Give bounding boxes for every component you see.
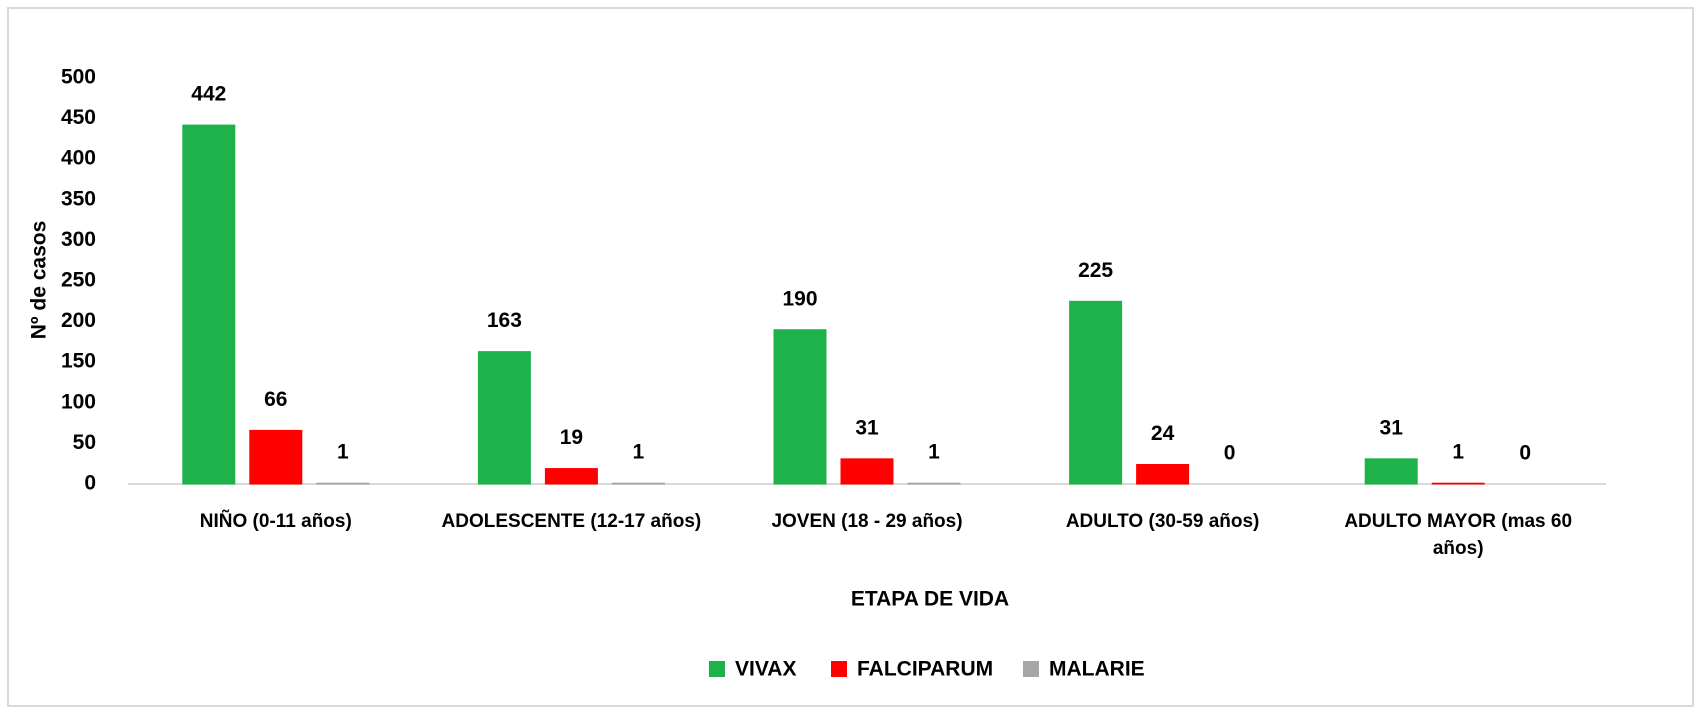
bar (544, 468, 598, 485)
data-label: 31 (855, 416, 879, 439)
legend-label: VIVAX (735, 658, 796, 681)
data-label: 66 (264, 388, 287, 411)
data-label: 442 (191, 83, 226, 106)
bar (182, 124, 236, 485)
y-tick-label: 100 (61, 390, 96, 413)
data-label: 1 (337, 441, 349, 464)
legend-label: FALCIPARUM (857, 658, 993, 681)
legend-swatch (831, 661, 847, 677)
y-tick-label: 400 (61, 147, 96, 170)
data-label: 1 (1452, 441, 1464, 464)
x-tick-label: ADOLESCENTE (12-17 años) (441, 511, 702, 532)
y-tick-label: 200 (61, 309, 96, 332)
data-label: 31 (1380, 416, 1404, 439)
legend-swatch (709, 661, 725, 677)
bar (611, 482, 665, 485)
data-label: 190 (782, 287, 817, 310)
x-tick-label: JOVEN (18 - 29 años) (771, 511, 963, 532)
data-label: 1 (928, 441, 940, 464)
bar (316, 482, 370, 485)
bar (1069, 300, 1123, 485)
y-tick-label: 150 (61, 350, 96, 373)
legend-label: MALARIE (1049, 658, 1145, 681)
bar (1364, 458, 1418, 485)
data-label: 163 (487, 309, 522, 332)
data-label: 225 (1078, 259, 1113, 282)
bar (907, 482, 961, 485)
data-label: 1 (633, 441, 645, 464)
bar (477, 351, 531, 485)
data-label: 0 (1519, 442, 1531, 465)
y-tick-label: 0 (84, 472, 96, 495)
data-label: 24 (1151, 422, 1175, 445)
x-tick-label: ADULTO (30-59 años) (1065, 511, 1260, 532)
y-tick-label: 350 (61, 187, 96, 210)
x-tick-label: ADULTO MAYOR (mas 60 años) (1344, 511, 1573, 559)
bar (249, 429, 303, 485)
legend-swatch (1023, 661, 1039, 677)
y-axis-title: Nº de casos (28, 221, 51, 340)
x-tick-label: NIÑO (0-11 años) (199, 511, 352, 532)
bar (1136, 464, 1190, 485)
bar (840, 458, 894, 485)
data-label: 0 (1224, 442, 1236, 465)
bar (773, 329, 827, 485)
chart-frame (7, 7, 1694, 707)
data-label: 19 (560, 426, 583, 449)
y-tick-label: 500 (61, 66, 96, 89)
y-tick-label: 50 (73, 431, 96, 454)
y-tick-label: 450 (61, 106, 96, 129)
bar (1431, 482, 1485, 485)
y-tick-label: 300 (61, 228, 96, 251)
x-axis-title: ETAPA DE VIDA (851, 588, 1009, 611)
y-tick-label: 250 (61, 269, 96, 292)
